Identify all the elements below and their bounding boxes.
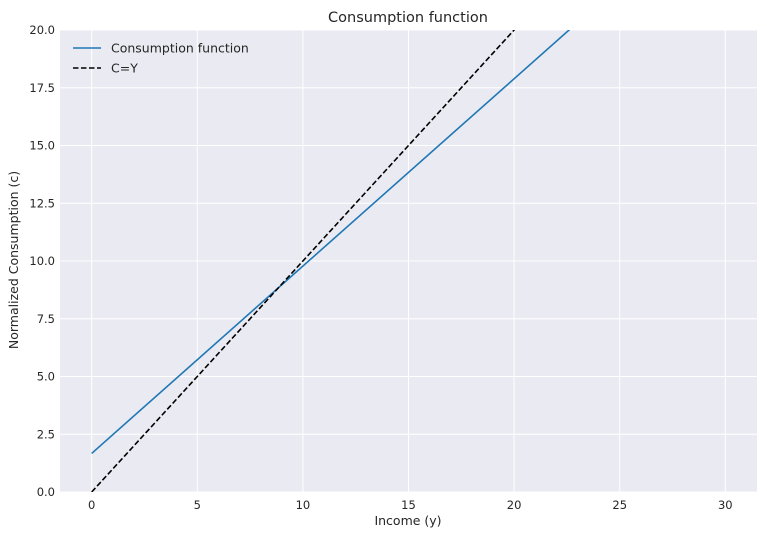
y-tick-label: 7.5 [37, 312, 55, 326]
x-axis-label: Income (y) [374, 513, 441, 528]
legend-label-identity: C=Y [111, 61, 138, 76]
y-tick-label: 10.0 [29, 254, 55, 268]
x-tick-label: 30 [718, 498, 733, 512]
y-tick-label: 5.0 [37, 370, 55, 384]
x-tick-label: 5 [194, 498, 201, 512]
chart-title: Consumption function [328, 10, 488, 26]
x-tick-label: 0 [88, 498, 95, 512]
y-axis-ticks: 0.0 2.5 5.0 7.5 10.0 12.5 15.0 17.5 20.0 [29, 23, 55, 499]
y-axis-label: Normalized Consumption (c) [6, 171, 21, 349]
legend-label-consumption: Consumption function [111, 41, 249, 56]
y-tick-label: 17.5 [29, 81, 55, 95]
x-axis-ticks: 0 5 10 15 20 25 30 [88, 498, 733, 512]
x-tick-label: 10 [296, 498, 311, 512]
legend: Consumption function C=Y [73, 41, 249, 76]
grid-lines [60, 29, 757, 493]
x-tick-label: 15 [401, 498, 416, 512]
x-tick-label: 20 [507, 498, 522, 512]
series-layer [91, 30, 571, 492]
y-tick-label: 12.5 [29, 196, 55, 210]
y-tick-label: 0.0 [37, 485, 55, 499]
y-tick-label: 20.0 [29, 23, 55, 37]
consumption-function-line [91, 30, 571, 455]
x-tick-label: 25 [612, 498, 627, 512]
y-tick-label: 15.0 [29, 139, 55, 153]
y-tick-label: 2.5 [37, 427, 55, 441]
identity-line-c-equals-y [91, 30, 516, 492]
